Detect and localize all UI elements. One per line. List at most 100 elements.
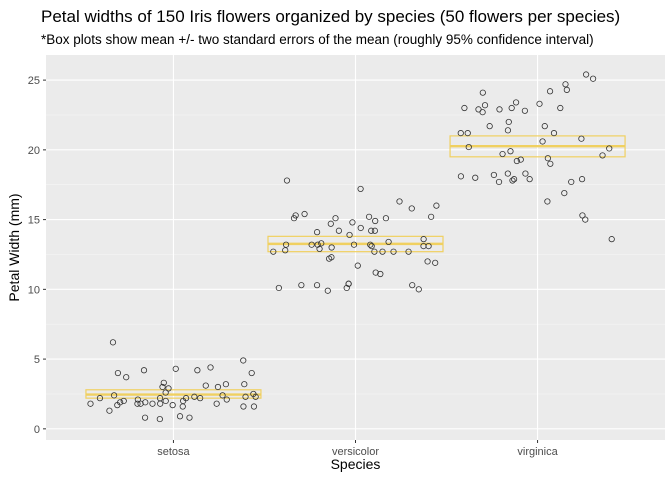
data-point [165,385,172,392]
data-point [457,130,464,137]
data-point [486,123,493,130]
data-point [328,244,335,251]
data-point [479,89,486,96]
data-point [223,396,230,403]
data-point [343,284,350,292]
data-point [379,248,386,255]
y-tick-label: 15 [28,215,40,227]
data-point [424,258,431,265]
data-point [316,245,323,252]
data-point [368,243,375,250]
data-point [318,240,325,247]
data-point [134,396,141,403]
data-point [87,400,94,407]
data-point [134,400,141,407]
data-point [563,86,570,93]
data-point [222,381,230,388]
data-point [522,170,529,177]
data-point [420,243,427,250]
data-point [496,106,503,113]
data-point [349,219,356,226]
data-point [390,248,397,255]
x-tick-label-setosa: setosa [157,446,190,458]
data-point [465,143,472,151]
data-point [290,215,298,222]
data-point [219,392,226,399]
data-point [282,241,290,248]
data-point [505,118,512,126]
data-point [517,156,524,163]
data-point [327,220,334,227]
x-tick-label-virginica: virginica [517,446,558,458]
data-point [557,104,564,112]
data-point [345,280,352,287]
data-point [547,160,554,167]
data-point [157,400,164,407]
data-point [335,227,342,234]
data-point [313,282,321,289]
data-point [464,130,471,137]
data-point [283,177,291,184]
data-point [372,269,379,276]
data-point [510,176,518,183]
data-point [578,176,586,183]
data-point [207,364,214,371]
data-point [156,415,163,423]
data-point [490,171,498,179]
data-point [405,248,412,255]
data-point [385,238,392,246]
data-point [371,248,378,255]
data-point [179,403,186,410]
data-point [481,102,489,109]
data-point [472,174,479,181]
data-point [250,403,258,410]
data-point [314,241,321,248]
y-tick-label: 5 [34,354,40,366]
data-point [298,282,305,289]
data-point [512,99,520,106]
data-point [324,287,331,294]
data-point [504,127,512,134]
data-point [354,262,361,269]
data-point [372,217,379,225]
point-layer [87,71,615,423]
data-point [541,123,548,130]
data-point [365,213,373,220]
data-point [420,236,427,243]
data-point [582,71,590,78]
data-point [382,215,390,222]
data-point [240,357,247,364]
data-point [162,389,169,396]
data-point [123,374,130,381]
data-point [606,145,613,152]
data-point [162,397,169,405]
data-point [357,224,364,232]
data-point [536,100,543,107]
data-point [149,400,156,407]
data-point [301,210,308,218]
data-point [240,403,247,410]
data-point [408,205,415,212]
data-point [275,284,282,292]
data-point [140,367,148,374]
data-point [367,241,374,248]
data-point [313,229,321,236]
data-point [499,150,506,158]
data-point [202,382,209,389]
data-point [270,248,277,255]
data-point [428,213,435,220]
y-tick-label: 25 [28,75,40,87]
data-point [433,202,440,209]
data-point [562,81,569,88]
data-point [544,155,551,162]
data-point [141,414,149,421]
data-point [578,135,585,142]
data-point [114,402,121,409]
data-point [96,395,104,402]
chart-title: Petal widths of 150 Iris flowers organiz… [41,7,620,26]
data-point [526,176,533,183]
data-point [194,367,201,374]
y-tick-label: 20 [28,145,40,157]
data-point [544,198,551,205]
